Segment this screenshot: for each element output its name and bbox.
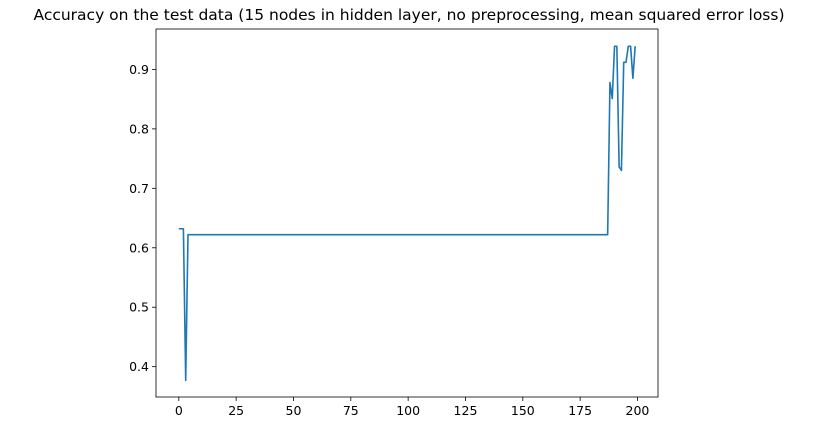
x-tick-label: 150 <box>511 403 535 418</box>
series-line <box>178 45 636 382</box>
y-tick-label: 0.6 <box>129 240 149 255</box>
x-tick-label: 75 <box>343 403 359 418</box>
x-tick-label: 0 <box>175 403 183 418</box>
x-tick-label: 200 <box>626 403 650 418</box>
x-tick-label: 175 <box>568 403 592 418</box>
x-tick-label: 100 <box>396 403 420 418</box>
y-tick-label: 0.9 <box>129 62 149 77</box>
y-tick-label: 0.5 <box>129 300 149 315</box>
y-tick-label: 0.8 <box>129 121 149 136</box>
y-tick-label: 0.4 <box>129 359 149 374</box>
x-tick-label: 50 <box>286 403 302 418</box>
plot-area <box>178 45 636 382</box>
chart-title: Accuracy on the test data (15 nodes in h… <box>33 6 784 24</box>
y-tick-label: 0.7 <box>129 181 149 196</box>
x-tick-label: 125 <box>454 403 478 418</box>
axis-ticks: 0 25 50 75 100 125 150 175 200 0.4 0.5 0.6 0.7 0.8 0.9 <box>129 62 649 418</box>
axes-frame <box>155 28 659 398</box>
x-tick-label: 25 <box>228 403 244 418</box>
